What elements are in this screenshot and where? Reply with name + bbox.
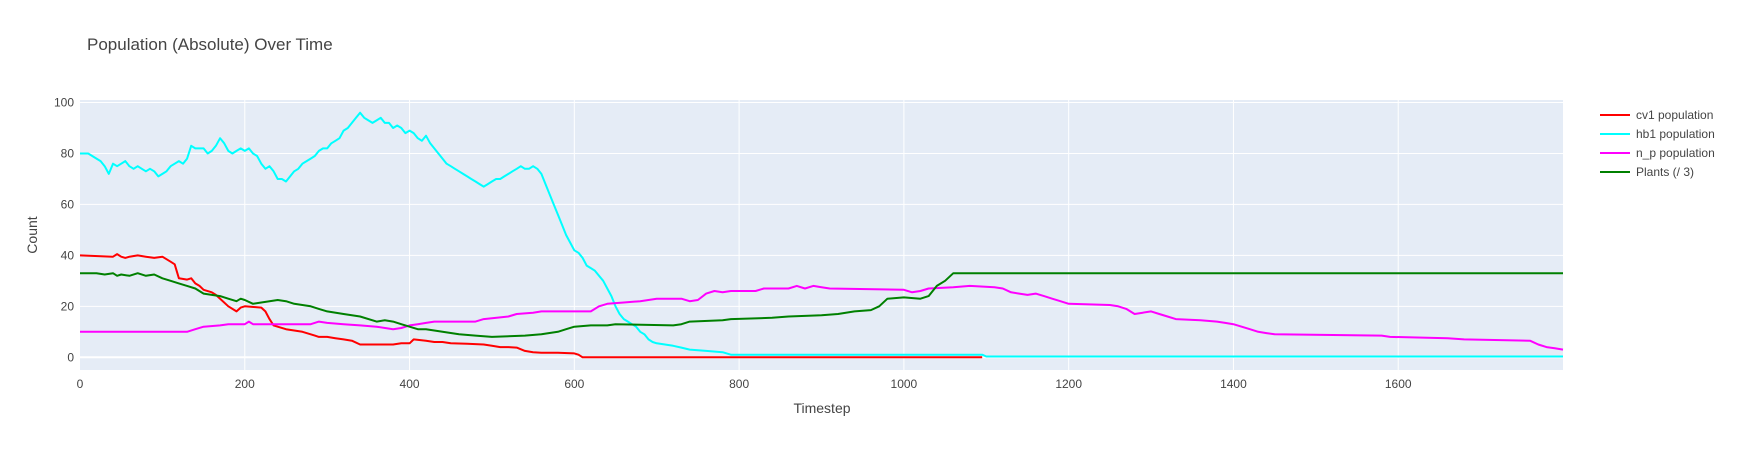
plot-area — [80, 100, 1563, 370]
x-tick-label: 1000 — [891, 377, 918, 391]
x-axis-label: Timestep — [793, 400, 850, 416]
x-tick-label: 1200 — [1055, 377, 1082, 391]
legend-label: cv1 population — [1636, 108, 1713, 122]
y-axis-label: Count — [24, 216, 40, 253]
y-tick-label: 40 — [61, 248, 75, 262]
series-lines — [79, 111, 1564, 359]
legend-item-1[interactable]: hb1 population — [1600, 127, 1715, 141]
legend[interactable]: cv1 population hb1 population n_p populati… — [1600, 108, 1715, 179]
legend-label: n_p population — [1636, 146, 1715, 160]
legend-item-2[interactable]: n_p population — [1600, 146, 1715, 160]
y-tick-label: 20 — [61, 299, 75, 313]
x-tick-label: 0 — [77, 377, 84, 391]
series-line-2 — [80, 284, 1564, 351]
x-tick-label: 400 — [400, 377, 420, 391]
x-tick-label: 200 — [235, 377, 255, 391]
legend-label: Plants (/ 3) — [1636, 165, 1694, 179]
x-tick-label: 600 — [564, 377, 584, 391]
y-tick-label: 0 — [67, 350, 74, 364]
series-line-3 — [80, 272, 1563, 338]
series-line-0 — [79, 253, 983, 359]
legend-item-0[interactable]: cv1 population — [1600, 108, 1713, 122]
y-tick-label: 100 — [54, 96, 74, 110]
chart-title: Population (Absolute) Over Time — [87, 35, 333, 54]
x-tick-label: 1600 — [1385, 377, 1412, 391]
series-line-1 — [80, 111, 1563, 358]
y-tick-label: 80 — [61, 146, 75, 160]
x-tick-label: 1400 — [1220, 377, 1247, 391]
y-tick-label: 60 — [61, 197, 75, 211]
x-tick-label: 800 — [729, 377, 749, 391]
legend-item-3[interactable]: Plants (/ 3) — [1600, 165, 1694, 179]
axis-ticks: 0 200 400 600 800 1000 1200 1400 1600 0 20 40 60 80 10… — [54, 96, 1412, 391]
legend-label: hb1 population — [1636, 127, 1715, 141]
